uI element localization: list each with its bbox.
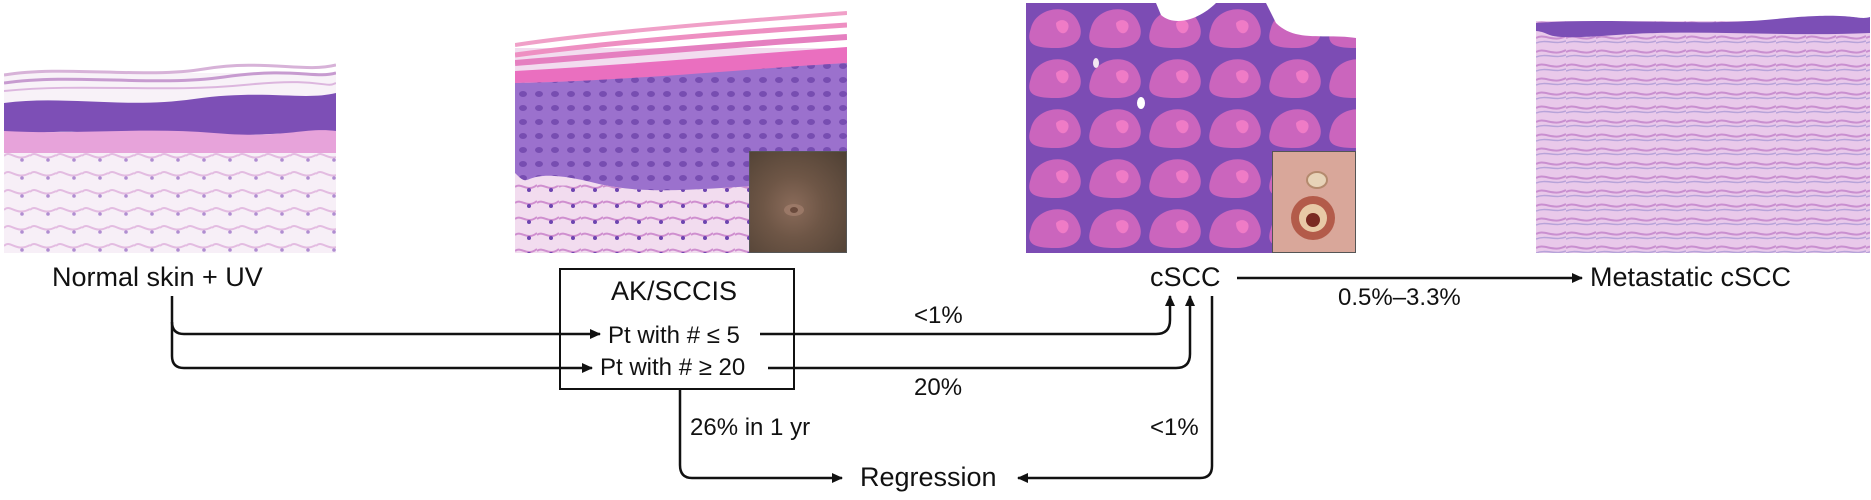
cscc-label: cSCC bbox=[1150, 262, 1221, 292]
box-row-high-count: Pt with # ≥ 20 bbox=[600, 354, 746, 381]
normal-skin-histology-image bbox=[4, 3, 336, 253]
normal-to-high-count-arrow bbox=[170, 322, 593, 373]
high-count-to-cscc-arrow bbox=[768, 295, 1195, 370]
cscc-histology-image bbox=[1026, 3, 1356, 253]
cscc-regression-rate: <1% bbox=[1150, 414, 1199, 441]
ak-regression-rate: 26% in 1 yr bbox=[690, 414, 811, 441]
ak-sccis-histology-image bbox=[515, 3, 847, 253]
low-count-to-cscc-arrow bbox=[760, 295, 1175, 336]
high-progression-rate: 20% bbox=[914, 374, 963, 401]
metastatic-cscc-histology-image bbox=[1536, 3, 1870, 253]
metastatic-cscc-label: Metastatic cSCC bbox=[1590, 262, 1792, 292]
normal-skin-label: Normal skin + UV bbox=[52, 262, 263, 292]
ak-sccis-box bbox=[559, 268, 795, 390]
regression-label: Regression bbox=[860, 462, 997, 492]
ak-sccis-label: AK/SCCIS bbox=[611, 276, 738, 306]
cscc-clinical-inset-image bbox=[1272, 151, 1356, 253]
ak-to-regression-arrow bbox=[678, 390, 843, 483]
metastasis-rate: 0.5%–3.3% bbox=[1338, 284, 1461, 311]
normal-to-low-count-arrow bbox=[170, 296, 601, 339]
ak-clinical-inset-image bbox=[749, 151, 847, 253]
cscc-to-regression-arrow bbox=[1017, 296, 1214, 483]
box-row-low-count: Pt with # ≤ 5 bbox=[608, 322, 740, 349]
low-progression-rate: <1% bbox=[914, 302, 963, 329]
